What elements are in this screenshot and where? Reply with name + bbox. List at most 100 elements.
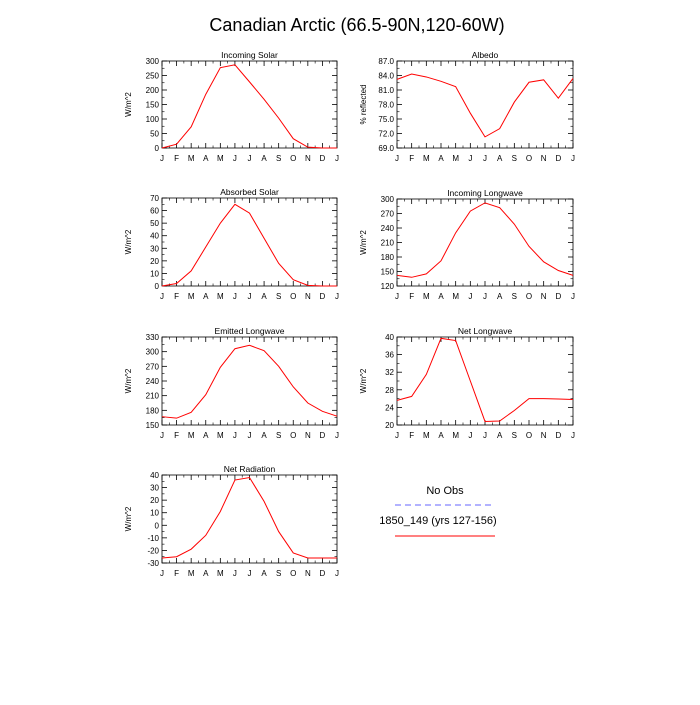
absorbed-solar-y-tick-label: 40	[150, 232, 159, 241]
incoming-longwave-x-tick-label: O	[526, 292, 532, 301]
incoming-longwave-y-tick-label: 210	[381, 239, 395, 248]
incoming-longwave-x-tick-label: J	[571, 292, 575, 301]
net-longwave-x-tick-label: F	[409, 431, 414, 440]
incoming-solar-x-tick-label: F	[174, 154, 179, 163]
emitted-longwave-x-tick-label: J	[233, 431, 237, 440]
albedo-y-tick-label: 75.0	[378, 115, 394, 124]
net-radiation-y-tick-label: 40	[150, 471, 159, 480]
absorbed-solar-x-tick-label: M	[217, 292, 224, 301]
incoming-solar-x-tick-label: S	[276, 154, 281, 163]
emitted-longwave-y-tick-label: 300	[146, 348, 160, 357]
incoming-longwave-series-line	[396, 202, 574, 278]
incoming-solar-x-tick-label: J	[248, 154, 252, 163]
albedo-y-tick-label: 87.0	[378, 57, 394, 66]
net-longwave-y-tick-label: 36	[385, 351, 394, 360]
incoming-longwave-x-tick-label: J	[483, 292, 487, 301]
absorbed-solar-x-tick-label: J	[248, 292, 252, 301]
absorbed-solar-y-tick-label: 0	[155, 282, 160, 291]
emitted-longwave-x-tick-label: N	[305, 431, 311, 440]
emitted-longwave-x-tick-label: F	[174, 431, 179, 440]
net-radiation-x-tick-label: O	[290, 569, 296, 578]
emitted-longwave-y-tick-label: 150	[146, 421, 160, 430]
incoming-longwave-y-tick-label: 270	[381, 210, 395, 219]
albedo-x-tick-label: M	[423, 154, 430, 163]
albedo-series-line	[396, 73, 574, 138]
incoming-longwave-plot-frame	[396, 198, 574, 287]
emitted-longwave-x-tick-label: J	[160, 431, 164, 440]
incoming-longwave-x-tick-label: A	[438, 292, 444, 301]
net-longwave-plot-frame	[396, 336, 574, 426]
net-longwave-y-tick-label: 28	[385, 386, 394, 395]
net-longwave-y-tick-label: 40	[385, 333, 394, 342]
absorbed-solar-x-tick-label: J	[233, 292, 237, 301]
albedo-x-tick-label: M	[452, 154, 459, 163]
incoming-longwave-title: Incoming Longwave	[447, 188, 523, 198]
albedo-title: Albedo	[472, 50, 499, 60]
emitted-longwave-y-tick-label: 210	[146, 392, 160, 401]
net-radiation-y-axis-label: W/m^2	[124, 506, 133, 531]
net-longwave-x-tick-label: M	[423, 431, 430, 440]
incoming-longwave-x-tick-label: N	[541, 292, 547, 301]
net-longwave-title: Net Longwave	[458, 326, 513, 336]
net-longwave-y-tick-label: 20	[385, 421, 394, 430]
incoming-longwave-y-tick-label: 120	[381, 282, 395, 291]
net-radiation-x-tick-label: A	[203, 569, 209, 578]
incoming-longwave-y-axis-label: W/m^2	[359, 230, 368, 255]
albedo-x-tick-label: J	[571, 154, 575, 163]
albedo-x-tick-label: A	[497, 154, 503, 163]
absorbed-solar-title: Absorbed Solar	[220, 187, 279, 197]
emitted-longwave-x-tick-label: A	[261, 431, 267, 440]
incoming-longwave-x-tick-label: J	[468, 292, 472, 301]
incoming-longwave-x-tick-label: S	[512, 292, 517, 301]
net-radiation-series-line	[161, 476, 337, 559]
albedo-x-tick-label: O	[526, 154, 532, 163]
albedo-plot-frame	[396, 60, 574, 149]
albedo-y-axis-label: % reflected	[359, 84, 368, 124]
net-radiation-y-tick-label: -30	[147, 559, 159, 568]
net-longwave-y-axis-label: W/m^2	[359, 368, 368, 393]
albedo-x-tick-label: J	[468, 154, 472, 163]
net-radiation-x-tick-label: J	[335, 569, 339, 578]
emitted-longwave-x-tick-label: A	[203, 431, 209, 440]
incoming-solar-x-tick-label: D	[320, 154, 326, 163]
incoming-longwave-y-tick-label: 180	[381, 253, 395, 262]
albedo-y-tick-label: 81.0	[378, 86, 394, 95]
emitted-longwave-y-tick-label: 180	[146, 406, 160, 415]
emitted-longwave-y-tick-label: 240	[146, 377, 160, 386]
incoming-solar-x-tick-label: A	[261, 154, 267, 163]
incoming-longwave-x-tick-label: D	[555, 292, 561, 301]
absorbed-solar-x-tick-label: D	[320, 292, 326, 301]
absorbed-solar-x-tick-label: F	[174, 292, 179, 301]
absorbed-solar-x-tick-label: N	[305, 292, 311, 301]
net-radiation-x-tick-label: S	[276, 569, 281, 578]
incoming-longwave-y-tick-label: 240	[381, 224, 395, 233]
net-radiation-y-tick-label: 0	[155, 521, 160, 530]
absorbed-solar-x-tick-label: J	[160, 292, 164, 301]
net-radiation-x-tick-label: N	[305, 569, 311, 578]
net-longwave-y-tick-label: 32	[385, 368, 394, 377]
net-longwave-x-tick-label: A	[497, 431, 503, 440]
incoming-longwave-x-tick-label: M	[452, 292, 459, 301]
incoming-solar-y-tick-label: 0	[155, 144, 160, 153]
albedo-y-tick-label: 72.0	[378, 130, 394, 139]
absorbed-solar-x-tick-label: M	[188, 292, 195, 301]
incoming-solar-x-tick-label: N	[305, 154, 311, 163]
net-longwave-x-tick-label: J	[571, 431, 575, 440]
incoming-solar-x-tick-label: J	[233, 154, 237, 163]
emitted-longwave-x-tick-label: J	[335, 431, 339, 440]
albedo-x-tick-label: J	[395, 154, 399, 163]
net-longwave-series-line	[396, 337, 574, 422]
incoming-longwave-y-tick-label: 300	[381, 195, 395, 204]
incoming-solar-y-tick-label: 300	[146, 57, 160, 66]
net-longwave-x-tick-label: D	[555, 431, 561, 440]
emitted-longwave-y-tick-label: 270	[146, 362, 160, 371]
incoming-solar-series-line	[161, 64, 337, 149]
net-radiation-x-tick-label: J	[160, 569, 164, 578]
net-radiation-y-tick-label: 20	[150, 496, 159, 505]
incoming-solar-x-tick-label: A	[203, 154, 209, 163]
absorbed-solar-x-tick-label: S	[276, 292, 281, 301]
